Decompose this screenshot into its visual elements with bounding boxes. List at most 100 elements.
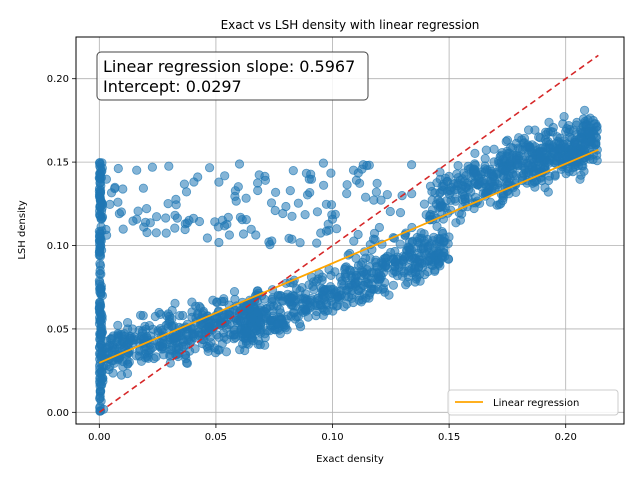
scatter-point (530, 182, 540, 192)
annotation-slope: Linear regression slope: 0.5967 (103, 57, 355, 76)
scatter-point (561, 152, 572, 162)
scatter-point (371, 255, 381, 265)
scatter-point (140, 217, 151, 227)
scatter-point (96, 301, 106, 311)
scatter-point (95, 158, 105, 168)
scatter-point (178, 310, 188, 321)
scatter-point (371, 187, 381, 197)
scatter-point (108, 331, 118, 341)
scatter-point (294, 319, 305, 329)
scatter-point (342, 189, 352, 199)
scatter-point (302, 295, 312, 305)
scatter-point (194, 301, 204, 311)
scatter-point (238, 229, 249, 239)
annotation-frame (96, 51, 369, 101)
scatter-point (230, 294, 240, 304)
scatter-point (202, 233, 212, 243)
scatter-point (347, 290, 357, 300)
scatter-point (303, 304, 313, 315)
scatter-point (342, 180, 352, 190)
scatter-point (265, 315, 275, 325)
scatter-point (142, 204, 152, 214)
scatter-point (385, 206, 395, 217)
scatter-point (570, 148, 581, 158)
scatter-point (404, 237, 414, 247)
scatter-point (576, 133, 586, 143)
scatter-point (353, 229, 363, 240)
scatter-point (287, 211, 297, 221)
scatter-point (163, 199, 173, 209)
scatter-point (481, 145, 491, 155)
scatter-point (125, 331, 135, 341)
scatter-point (326, 168, 336, 178)
legend: Linear regression (447, 389, 619, 416)
scatter-point (170, 298, 180, 308)
scatter-point (511, 170, 521, 180)
scatter-point (403, 271, 413, 282)
scatter-point (96, 328, 106, 339)
scatter-point (96, 283, 106, 293)
scatter-point (101, 224, 111, 235)
scatter-point (395, 208, 406, 218)
scatter-point (161, 228, 171, 238)
scatter-point (416, 228, 426, 238)
y-tick-label: 0.20 (47, 74, 69, 85)
scatter-point (331, 224, 342, 234)
scatter-point (374, 268, 384, 278)
scatter-point (552, 152, 562, 162)
scatter-point (448, 179, 458, 189)
scatter-point (97, 203, 107, 213)
scatter-point (219, 332, 229, 342)
scatter-point (170, 210, 180, 220)
scatter-point (251, 230, 261, 240)
scatter-point (210, 217, 220, 227)
scatter-point (437, 253, 447, 263)
scatter-point (164, 161, 174, 171)
scatter-point (406, 160, 417, 170)
scatter-point (409, 253, 419, 263)
scatter-point (236, 317, 246, 327)
scatter-point (95, 247, 105, 257)
scatter-point (260, 340, 270, 350)
scatter-point (567, 134, 577, 144)
scatter-point (219, 294, 229, 304)
scatter-point (283, 311, 293, 321)
scatter-point (575, 174, 585, 184)
scatter-point (234, 159, 245, 169)
scatter-point (101, 174, 112, 184)
scatter-point (581, 119, 592, 130)
scatter-point (339, 281, 349, 291)
scatter-point (395, 239, 405, 249)
scatter-point (358, 280, 368, 290)
scatter-point (312, 238, 322, 248)
scatter-point (318, 158, 328, 168)
scatter-point (132, 165, 142, 175)
scatter-point (406, 245, 416, 255)
scatter-point (171, 200, 181, 210)
scatter-point (161, 213, 171, 223)
scatter-point (590, 119, 601, 129)
scatter-point (326, 296, 337, 306)
scatter-point (270, 205, 280, 216)
scatter-point (276, 291, 286, 301)
scatter-point (367, 284, 377, 294)
scatter-point (318, 310, 328, 320)
scatter-point (118, 224, 128, 234)
scatter-point (468, 168, 479, 178)
scatter-point (293, 198, 303, 208)
scatter-point (316, 228, 326, 238)
scatter-point (118, 362, 128, 372)
legend-frame (447, 389, 619, 416)
scatter-point (543, 187, 553, 197)
y-tick-label: 0.05 (47, 324, 69, 335)
scatter-point (470, 148, 480, 158)
y-tick-label: 0.00 (47, 408, 69, 419)
scatter-point (412, 272, 422, 282)
scatter-point (349, 236, 359, 246)
scatter-point (181, 187, 192, 197)
scatter-point (214, 177, 224, 187)
plot-frame (75, 36, 625, 425)
scatter-point (583, 129, 594, 139)
x-tick-label: 0.05 (205, 432, 227, 443)
